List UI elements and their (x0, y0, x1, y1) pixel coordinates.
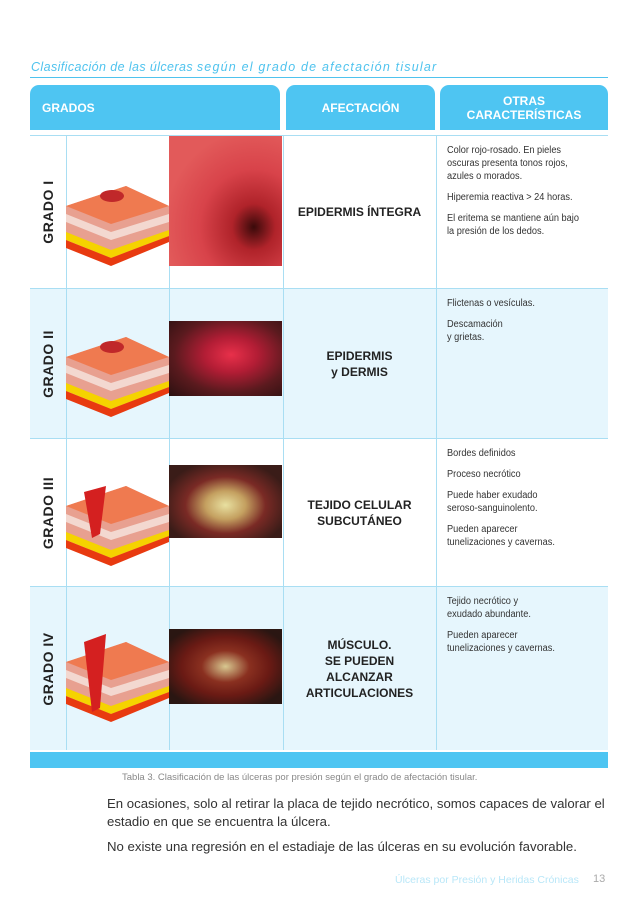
cell-divider (436, 136, 437, 288)
cell-divider (283, 136, 284, 288)
header-otras: OTRAS CARACTERÍSTICAS (440, 85, 608, 130)
afectacion-text: EPIDERMIS ÍNTEGRA (297, 205, 422, 219)
header-grados: GRADOS (30, 85, 280, 130)
grade-label: GRADO III (40, 476, 56, 549)
paragraph: En ocasiones, solo al retirar la placa d… (107, 796, 605, 829)
characteristic-item: Descamación y grietas. (447, 319, 503, 343)
table-row: GRADO III TEJIDO CELULAR SUBCUTÁNEO Bordes… (30, 438, 608, 586)
afectacion-text: MÚSCULO. SE PUEDEN ALCANZAR ARTICULACION… (305, 637, 414, 700)
footer-book-title: Úlceras por Presión y Heridas Crónicas (395, 874, 579, 886)
table-caption: Tabla 3. Clasificación de las úlceras po… (122, 772, 478, 783)
table-title: Clasificación de las úlceras según el gr… (31, 60, 438, 74)
characteristic-item: Pueden aparecer tunelizaciones y caverna… (447, 524, 555, 548)
characteristic-item: Hiperemia reactiva > 24 horas. (447, 192, 573, 203)
title-rule (30, 77, 608, 78)
cell-divider (283, 439, 284, 586)
ulcer-photo (169, 465, 282, 538)
grade-label: GRADO IV (40, 631, 56, 706)
grade-label: GRADO II (40, 329, 56, 398)
other-characteristics: Color rojo-rosado. En pieles oscuras pre… (447, 144, 607, 246)
characteristic-item: Pueden aparecer tunelizaciones y caverna… (447, 630, 555, 654)
characteristic-item: Color rojo-rosado. En pieles oscuras pre… (447, 145, 568, 182)
table-row: GRADO IV MÚSCULO. SE PUEDEN ALCANZAR ARTI… (30, 586, 608, 750)
characteristic-item: Bordes definidos (447, 448, 516, 459)
other-characteristics: Bordes definidos Proceso necrótico Puede h… (447, 447, 607, 557)
cell-divider (283, 587, 284, 750)
table-row: GRADO II EPIDERMIS y DERMIS Flictenas o ve… (30, 288, 608, 438)
grade-label: GRADO I (40, 180, 56, 244)
skin-layers-illustration (66, 337, 169, 417)
characteristic-item: Puede haber exudado seroso-sanguinolento… (447, 490, 538, 514)
characteristic-item: Tejido necrótico y exudado abundante. (447, 596, 531, 620)
skin-layers-illustration (66, 186, 169, 266)
ulcer-photo (169, 629, 282, 704)
characteristic-item: Proceso necrótico (447, 469, 521, 480)
other-characteristics: Flictenas o vesículas. Descamación y grie… (447, 297, 607, 352)
table-row: GRADO I EPIDERMIS ÍNTEGRA Color rojo-rosad… (30, 135, 608, 288)
afectacion-text: EPIDERMIS y DERMIS (326, 348, 393, 379)
table-footer-bar (30, 752, 608, 768)
paragraph: No existe una regresión en el estadiaje … (107, 839, 577, 854)
cell-divider (283, 289, 284, 438)
skin-layers-illustration (66, 634, 169, 722)
page-number: 13 (593, 873, 606, 885)
header-afectacion: AFECTACIÓN (286, 85, 435, 130)
other-characteristics: Tejido necrótico y exudado abundante. Pue… (447, 595, 607, 663)
cell-divider (436, 587, 437, 750)
afectacion-text: TEJIDO CELULAR SUBCUTÁNEO (307, 497, 412, 528)
skin-layers-illustration (66, 486, 169, 566)
ulcer-photo (169, 321, 282, 396)
cell-divider (436, 289, 437, 438)
characteristic-item: El eritema se mantiene aún bajo la presi… (447, 213, 579, 237)
ulcer-photo (169, 136, 282, 266)
cell-divider (436, 439, 437, 586)
characteristic-item: Flictenas o vesículas. (447, 298, 535, 309)
